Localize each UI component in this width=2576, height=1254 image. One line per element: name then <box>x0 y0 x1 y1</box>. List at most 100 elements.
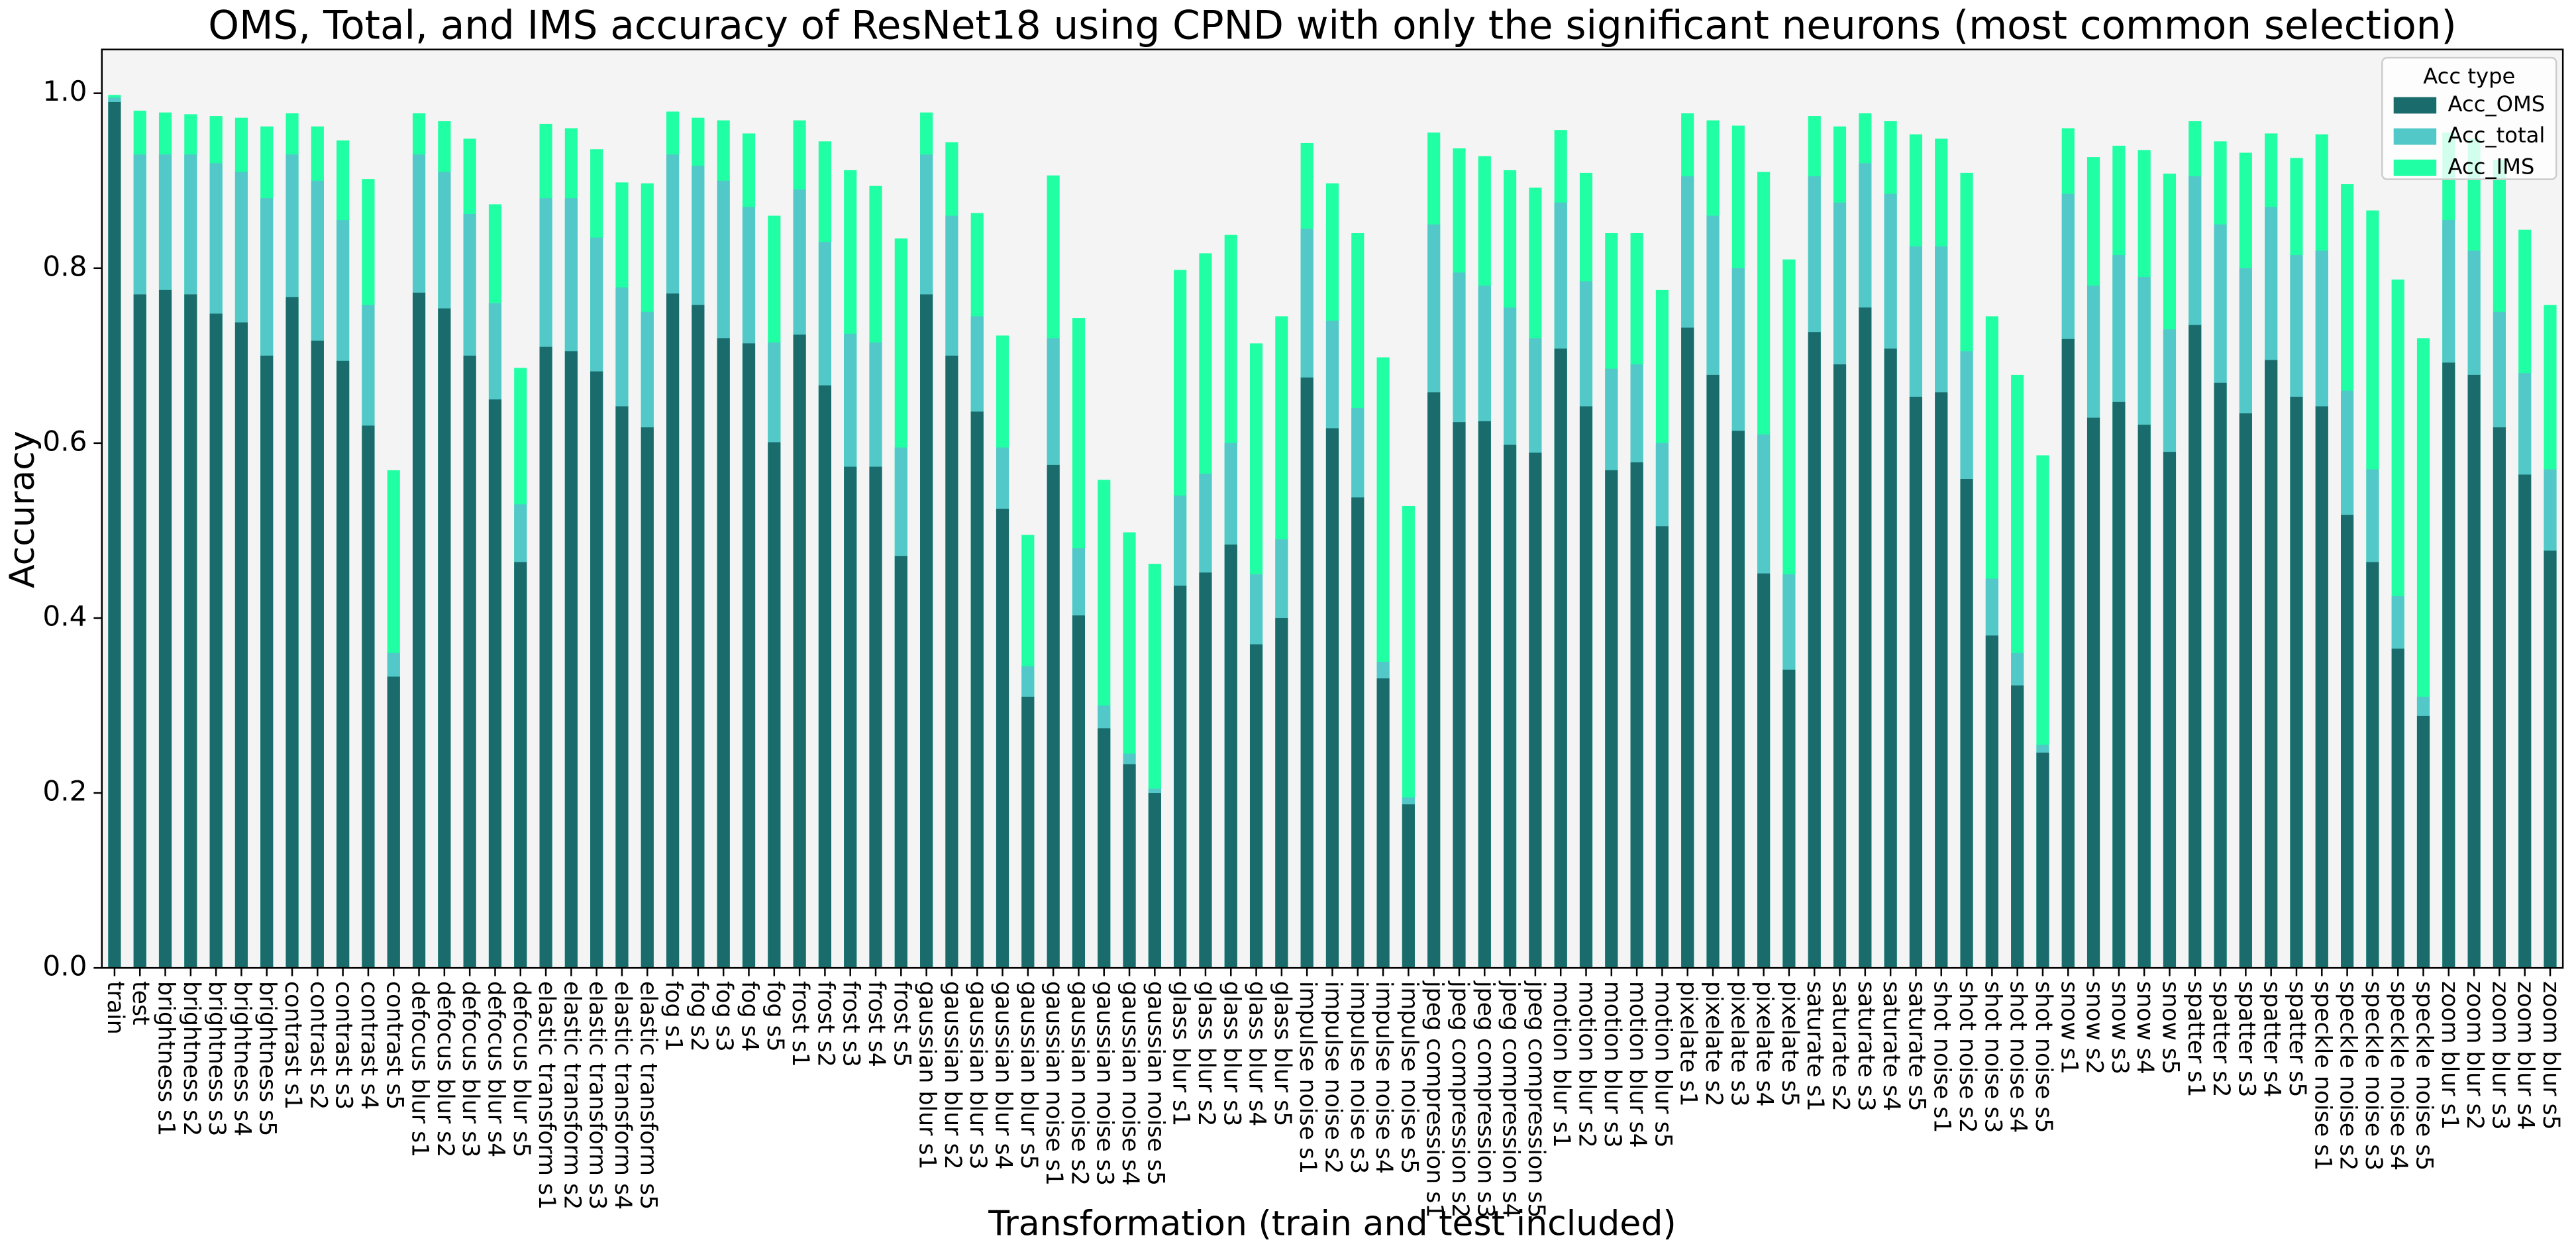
x-tick-label: saturate s1 <box>1802 981 1828 1112</box>
bar <box>818 385 831 968</box>
x-tick-label: elastic transform s2 <box>558 981 585 1210</box>
bar <box>2163 452 2177 968</box>
x-tick-label: impulse noise s3 <box>1345 981 1372 1174</box>
bar <box>590 371 603 968</box>
x-tick-label: gaussian noise s4 <box>1117 981 1143 1186</box>
bar <box>945 355 958 968</box>
bar <box>184 294 197 968</box>
x-tick-label: gaussian noise s2 <box>1066 981 1092 1186</box>
x-tick-label: speckle noise s1 <box>2309 981 2336 1171</box>
x-tick-label: pixelate s5 <box>1777 981 1803 1107</box>
bar <box>488 399 502 968</box>
x-tick-label: contrast s4 <box>356 981 382 1110</box>
bar <box>666 293 680 968</box>
bar <box>1681 327 1694 968</box>
x-tick-label: motion blur s1 <box>1548 981 1574 1148</box>
bar <box>996 508 1009 968</box>
bar <box>1731 431 1745 968</box>
bar <box>793 335 806 968</box>
bar <box>2416 715 2430 968</box>
x-tick-label: impulse noise s1 <box>1294 981 1321 1174</box>
x-tick-label: defocus blur s1 <box>407 981 433 1157</box>
x-tick-label: glass blur s4 <box>1244 981 1270 1126</box>
bar <box>692 305 705 968</box>
bar <box>564 351 578 968</box>
x-tick-label: glass blur s2 <box>1193 981 1219 1126</box>
bar <box>717 338 730 968</box>
bar <box>2341 515 2354 968</box>
x-tick-label: motion blur s2 <box>1573 981 1600 1148</box>
x-tick-label: spatter s1 <box>2183 981 2209 1097</box>
x-tick-label: shot noise s5 <box>2030 981 2057 1133</box>
bar <box>970 411 984 968</box>
y-tick-label: 0.6 <box>42 425 87 457</box>
bar <box>869 466 882 968</box>
bar <box>1123 764 1136 968</box>
x-tick-label: gaussian blur s1 <box>914 981 941 1170</box>
x-tick-label: gaussian blur s5 <box>1015 981 1042 1170</box>
x-tick-label: test <box>127 981 154 1025</box>
chart-title: OMS, Total, and IMS accuracy of ResNet18… <box>208 3 2456 49</box>
x-tick-label: motion blur s4 <box>1624 981 1651 1148</box>
bar <box>2315 406 2328 968</box>
bar <box>1098 728 1111 968</box>
x-tick-label: brightness s2 <box>178 981 205 1136</box>
x-tick-label: frost s5 <box>888 981 915 1067</box>
bar <box>920 294 933 968</box>
x-tick-label: elastic transform s3 <box>584 981 611 1210</box>
bar <box>2036 753 2049 968</box>
x-tick-label: snow s2 <box>2081 981 2108 1074</box>
bar <box>2467 374 2481 968</box>
x-tick-label: saturate s2 <box>1828 981 1854 1112</box>
x-tick-label: fog s4 <box>736 981 762 1052</box>
x-tick-label: defocus blur s3 <box>457 981 484 1157</box>
bar <box>2112 401 2126 968</box>
x-tick-label: contrast s3 <box>331 981 357 1110</box>
bar <box>2061 339 2075 968</box>
bar <box>1960 479 1973 968</box>
bar <box>2011 685 2024 968</box>
x-tick-label: gaussian noise s5 <box>1142 981 1168 1186</box>
bar <box>1402 804 1415 968</box>
bar <box>1478 421 1491 968</box>
bar <box>260 355 274 968</box>
bar <box>514 562 527 968</box>
legend-swatch <box>2393 97 2437 114</box>
legend-label: Acc_total <box>2448 123 2546 148</box>
x-tick-label: defocus blur s5 <box>508 981 535 1157</box>
legend-label: Acc_IMS <box>2448 154 2535 179</box>
bar <box>742 343 756 968</box>
x-tick-label: zoom blur s3 <box>2487 981 2513 1130</box>
x-tick-label: speckle noise s3 <box>2360 981 2387 1171</box>
bar <box>2290 396 2303 968</box>
x-tick-label: jpeg compression s5 <box>1523 980 1549 1218</box>
x-tick-label: snow s4 <box>2132 981 2158 1074</box>
x-tick-label: brightness s3 <box>203 981 230 1136</box>
bar <box>311 340 324 968</box>
bar <box>387 676 400 968</box>
bar <box>1605 470 1618 968</box>
bar <box>1554 348 1567 968</box>
bar <box>539 346 552 968</box>
bar <box>2493 427 2506 968</box>
legend-swatch <box>2393 159 2437 176</box>
bar <box>1504 444 1517 968</box>
x-tick-label: snow s5 <box>2157 981 2183 1074</box>
bar <box>1579 406 1593 968</box>
x-tick-label: shot noise s2 <box>1954 981 1981 1133</box>
bar <box>1630 462 1643 968</box>
bar <box>1985 635 1998 968</box>
x-tick-label: defocus blur s2 <box>432 981 458 1157</box>
x-tick-label: frost s4 <box>863 981 890 1067</box>
bar <box>1808 332 1821 968</box>
bar <box>133 294 146 968</box>
bar <box>1325 428 1339 968</box>
x-tick-label: gaussian blur s3 <box>964 981 991 1170</box>
bar <box>1935 392 1948 968</box>
x-tick-label: zoom blur s5 <box>2538 981 2564 1130</box>
bar <box>1884 348 1897 968</box>
y-tick-label: 0.2 <box>42 775 87 808</box>
x-tick-label: glass blur s5 <box>1269 981 1296 1126</box>
bar <box>336 360 350 968</box>
